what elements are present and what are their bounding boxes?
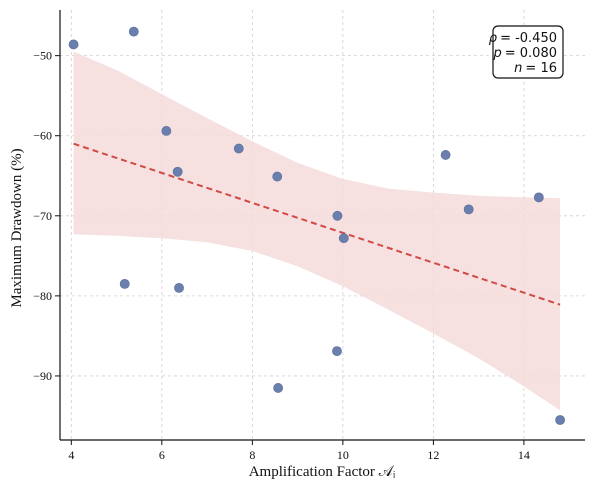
stats-box-frame (492, 25, 564, 79)
stats-rho-value: = -0.450 (500, 31, 557, 46)
x-tick-label: 12 (427, 448, 439, 462)
stats-n-symbol: n (514, 61, 522, 76)
x-tick-label: 4 (68, 448, 74, 462)
data-point (119, 278, 130, 289)
y-tick-label: −80 (33, 289, 52, 303)
data-point (161, 126, 172, 136)
y-tick-label: −60 (33, 129, 52, 143)
y-axis-label: Maximum Drawdown (%) (9, 148, 25, 307)
data-point (463, 204, 474, 215)
y-ticks: −90 −80 −70 −60 −50 (33, 49, 60, 383)
data-point (272, 171, 283, 182)
y-tick-label: −50 (33, 49, 52, 63)
trend-line (73, 142, 561, 306)
axes (59, 10, 585, 441)
stats-n-value: = 16 (525, 61, 557, 76)
data-point (68, 39, 79, 50)
confidence-band (73, 51, 561, 411)
data-points (68, 26, 566, 425)
data-point (128, 26, 139, 37)
stats-p: p = 0.080 (492, 46, 557, 61)
x-tick-label: 6 (159, 448, 165, 462)
data-point (332, 210, 343, 221)
data-point (440, 150, 451, 160)
y-tick-label: −90 (33, 369, 52, 383)
y-tick-label: −70 (33, 209, 52, 223)
data-point (332, 346, 342, 357)
stats-rho-symbol: ρ (489, 31, 498, 46)
stats-p-symbol: p (492, 46, 501, 61)
stats-n: n = 16 (514, 61, 557, 76)
data-point (338, 233, 349, 244)
stats-rho: ρ = -0.450 (489, 31, 557, 46)
data-point (233, 143, 244, 154)
x-tick-label: 8 (249, 448, 255, 462)
data-point (273, 383, 284, 393)
stats-box: ρ = -0.450 p = 0.080 n = 16 (489, 25, 564, 79)
stats-p-value: = 0.080 (505, 46, 557, 61)
x-ticks: 4 6 8 10 12 14 (68, 440, 530, 462)
data-point (174, 282, 184, 293)
data-point (172, 166, 183, 177)
data-point (533, 192, 544, 203)
x-axis-label: Amplification Factor 𝒜ᵢ (249, 464, 396, 480)
data-point (555, 415, 566, 425)
x-tick-label: 10 (337, 448, 349, 462)
x-tick-label: 14 (518, 448, 530, 462)
